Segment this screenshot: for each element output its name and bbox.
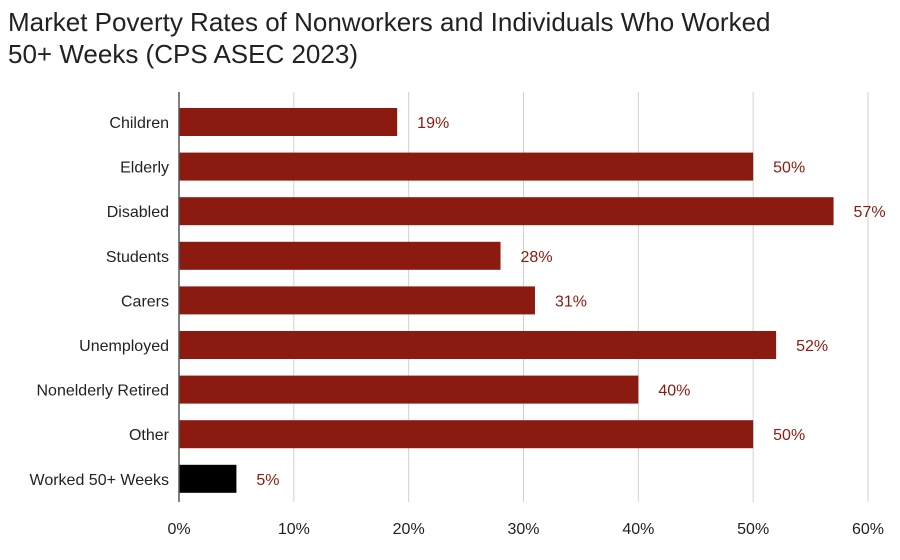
bar	[179, 286, 535, 315]
bar	[179, 331, 777, 359]
category-label: Elderly	[120, 160, 169, 177]
category-label: Carers	[121, 293, 169, 310]
category-label: Worked 50+ Weeks	[30, 472, 169, 489]
category-label: Unemployed	[79, 338, 169, 355]
data-label: 52%	[796, 338, 828, 355]
bar	[179, 108, 398, 136]
bar	[179, 420, 754, 449]
data-label: 28%	[521, 249, 553, 266]
x-tick-label: 20%	[393, 521, 425, 538]
data-label: 50%	[773, 427, 805, 444]
x-tick-label: 0%	[167, 521, 190, 538]
category-label: Nonelderly Retired	[36, 383, 169, 400]
chart-title: Market Poverty Rates of Nonworkers and I…	[8, 6, 888, 70]
data-label: 40%	[658, 383, 690, 400]
bar	[179, 152, 754, 181]
chart-title-line-2: 50+ Weeks (CPS ASEC 2023)	[8, 39, 358, 69]
data-label: 31%	[555, 293, 587, 310]
x-tick-label: 60%	[852, 521, 884, 538]
data-label: 57%	[854, 204, 886, 221]
bar	[179, 375, 639, 404]
bar	[179, 464, 237, 493]
x-tick-label: 30%	[507, 521, 539, 538]
category-label: Children	[109, 115, 169, 132]
x-tick-label: 10%	[278, 521, 310, 538]
category-label: Students	[106, 249, 169, 266]
bar	[179, 241, 501, 270]
category-label: Other	[129, 427, 170, 444]
x-tick-label: 50%	[737, 521, 769, 538]
data-label: 19%	[417, 115, 449, 132]
data-label: 50%	[773, 160, 805, 177]
category-label: Disabled	[107, 204, 169, 221]
data-label: 5%	[256, 472, 279, 489]
x-tick-label: 40%	[622, 521, 654, 538]
chart-title-line-1: Market Poverty Rates of Nonworkers and I…	[8, 7, 771, 37]
bar	[179, 197, 834, 226]
